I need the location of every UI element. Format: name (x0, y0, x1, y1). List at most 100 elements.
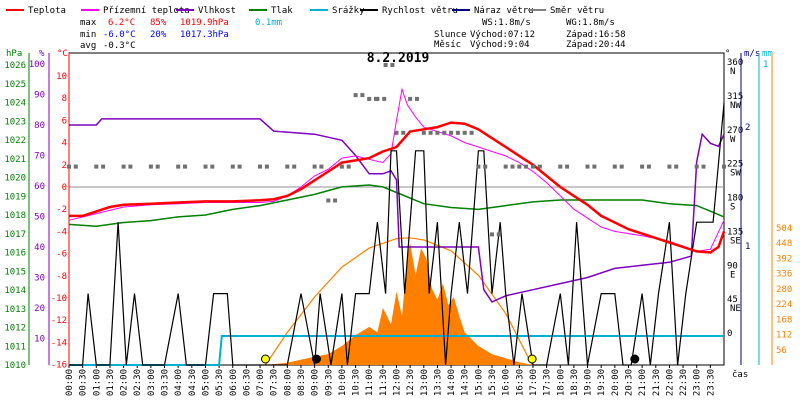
direction-label: SE (730, 236, 741, 246)
wind-direction-point (421, 130, 426, 135)
stat-min-press: 1017.3hPa (180, 30, 229, 40)
wind-direction-point (476, 164, 481, 169)
time-tick: 17:00 (529, 369, 539, 396)
time-tick: 22:30 (679, 369, 689, 396)
time-tick: 00:30 (79, 369, 89, 396)
wind-unit: m/s (744, 49, 760, 59)
wind-direction-point (449, 130, 454, 135)
sunset-marker (527, 354, 537, 364)
wind-direction-point (517, 164, 522, 169)
legend-label: Teplota (28, 6, 66, 16)
wind-direction-point (258, 164, 262, 169)
temperature-tick: 2 (62, 161, 67, 171)
time-tick: 19:30 (597, 369, 607, 396)
sun-rise: Východ:07:12 (470, 30, 535, 40)
time-tick: 09:00 (311, 369, 321, 396)
wind-direction-point (565, 164, 570, 169)
time-tick: 06:30 (242, 369, 252, 396)
wind-direction-point (531, 164, 535, 169)
wind-direction-point (210, 164, 215, 169)
humidity-tick: 40 (34, 243, 45, 253)
time-tick: 02:30 (133, 369, 143, 396)
wind-direction-point (640, 164, 645, 169)
series-layer (67, 63, 726, 366)
direction-tick: 0 (727, 329, 732, 339)
pressure-tick: 1019 (4, 192, 26, 202)
wind-direction-point (230, 164, 235, 169)
temperature-line (69, 121, 726, 254)
wind-direction-point (375, 96, 380, 101)
ws-value: WS:1.8m/s (482, 18, 531, 28)
wind-direction-point (415, 96, 419, 101)
wind-direction-point (592, 164, 597, 169)
time-tick: 06:00 (229, 369, 239, 396)
temperature-tick: 0 (62, 183, 67, 193)
wind-direction-point (94, 164, 99, 169)
legend-label: Přízemní teplota (103, 6, 190, 16)
direction-tick: 90 (727, 261, 738, 271)
wind-direction-point (469, 130, 474, 135)
time-tick: 04:00 (174, 369, 184, 396)
solar-tick: 224 (776, 300, 792, 310)
time-tick: 13:00 (420, 369, 430, 396)
time-tick: 17:30 (543, 369, 553, 396)
direction-label: NW (730, 101, 741, 111)
temperature-tick: 6 (62, 116, 67, 126)
time-tick: 15:30 (488, 369, 498, 396)
moon-rise: Východ:9:04 (470, 40, 530, 50)
wind-direction-point (176, 164, 181, 169)
wind-direction-point (401, 130, 406, 135)
solar-tick: 504 (776, 224, 792, 234)
time-tick: 21:30 (652, 369, 662, 396)
wind-direction-point (155, 164, 160, 169)
pressure-tick: 1010 (4, 361, 26, 371)
time-tick: 12:00 (393, 369, 403, 396)
pressure-tick: 1013 (4, 305, 26, 315)
rain-unit: mm (762, 49, 773, 59)
pressure-tick: 1023 (4, 117, 26, 127)
time-tick: 05:00 (201, 369, 211, 396)
wind-direction-point (483, 164, 488, 169)
moonset-marker (630, 354, 640, 364)
direction-tick: 270 (727, 126, 743, 136)
direction-label: N (730, 67, 735, 77)
temperature-tick: -10 (51, 294, 67, 304)
solar-tick: 392 (776, 254, 792, 264)
stat-avg-label: avg (80, 41, 96, 51)
stat-min-temp: -6.0°C (103, 30, 136, 40)
time-tick: 08:30 (297, 369, 307, 396)
wind-direction-point (121, 164, 126, 169)
time-tick: 13:30 (433, 369, 443, 396)
time-tick: 09:30 (324, 369, 334, 396)
stat-min-label: min (80, 30, 96, 40)
temperature-tick: -16 (51, 361, 67, 371)
solar-tick: 448 (776, 239, 792, 249)
wind-speed-line (69, 103, 725, 366)
stat-max-press: 1019.9hPa (180, 18, 229, 28)
pressure-tick: 1026 (4, 61, 26, 71)
temperature-tick: 4 (62, 139, 67, 149)
wind-direction-point (390, 63, 395, 67)
stat-min-hum: 20% (150, 30, 167, 40)
stat-max-rain: 0.1mm (255, 18, 282, 28)
wind-direction-point (353, 93, 358, 98)
time-tick: 16:00 (502, 369, 512, 396)
temperature-tick: -6 (56, 250, 67, 260)
time-tick: 18:00 (556, 369, 566, 396)
wind-direction-point (382, 96, 387, 101)
solar-tick: 168 (776, 315, 792, 325)
pressure-tick: 1011 (4, 342, 26, 352)
time-tick: 08:00 (283, 369, 293, 396)
wind-direction-point (585, 164, 590, 169)
solar-tick: 336 (776, 270, 792, 280)
wind-direction-point (128, 164, 133, 169)
time-tick: 11:30 (379, 369, 389, 396)
time-tick: 19:00 (584, 369, 594, 396)
legend-label: Směr větru (550, 6, 604, 16)
moonrise-marker (312, 354, 321, 364)
sun-set: Západ:16:58 (566, 30, 626, 40)
wind-direction-point (292, 164, 297, 169)
time-tick: 23:00 (693, 369, 703, 396)
stats-block: max 6.2°C 85% 1019.9hPa 0.1mm min -6.0°C… (80, 18, 282, 51)
wind-direction-point (285, 164, 290, 169)
